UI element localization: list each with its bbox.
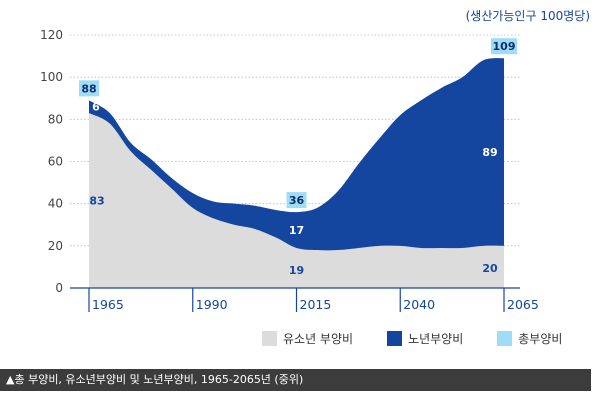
y-tick-label-60: 60 (48, 155, 63, 169)
total-label-2065: 109 (493, 40, 516, 53)
legend-item-total: 총부양비 (497, 330, 562, 347)
legend-label-youth: 유소년 부양비 (283, 332, 354, 346)
chart-legend: 유소년 부양비 노년부양비 총부양비 (262, 330, 596, 347)
unit-note: (생산가능인구 100명당) (466, 9, 590, 23)
x-tick-label-2015: 2015 (300, 297, 332, 312)
youth-label-1965: 83 (89, 195, 104, 208)
y-tick-label-80: 80 (48, 112, 63, 126)
x-tick-label-1990: 1990 (196, 297, 228, 312)
chart-areas (89, 58, 504, 288)
y-tick-label-0: 0 (55, 281, 63, 295)
legend-label-elderly: 노년부양비 (408, 332, 464, 346)
total-label-1965: 88 (81, 82, 96, 95)
figure-caption: ▲총 부양비, 유소년부양비 및 노년부양비, 1965-2065년 (중위) (0, 369, 591, 391)
elderly-label-1965: 6 (92, 101, 100, 114)
y-tick-label-100: 100 (40, 70, 63, 84)
x-tick-label-2040: 2040 (403, 297, 435, 312)
x-tick-label-2065: 2065 (507, 297, 539, 312)
chart-axes: 1965 1990 2015 2040 2065 (70, 287, 539, 312)
total-label-box-2065 (491, 38, 517, 55)
elderly-label-2015: 17 (289, 224, 304, 237)
data-labels: 88 36 109 6 17 89 83 19 20 (79, 38, 517, 277)
legend-label-total: 총부양비 (518, 332, 563, 346)
legend-swatch-elderly (387, 331, 403, 346)
youth-label-2065: 20 (482, 262, 498, 275)
y-tick-label-20: 20 (48, 239, 63, 253)
total-label-2015: 36 (289, 194, 305, 207)
x-tick-label-1965: 1965 (92, 297, 124, 312)
elderly-label-2065: 89 (482, 146, 497, 159)
area-youth-dependency (89, 113, 504, 288)
total-label-box-2015 (286, 192, 307, 209)
total-label-box-1965 (79, 80, 99, 97)
legend-item-elderly: 노년부양비 (387, 330, 463, 347)
legend-item-youth: 유소년 부양비 (262, 330, 353, 347)
y-tick-label-40: 40 (48, 197, 63, 211)
legend-swatch-total (497, 331, 513, 346)
y-tick-label-120: 120 (40, 28, 63, 42)
youth-label-2015: 19 (289, 264, 304, 277)
legend-swatch-youth (262, 331, 277, 346)
